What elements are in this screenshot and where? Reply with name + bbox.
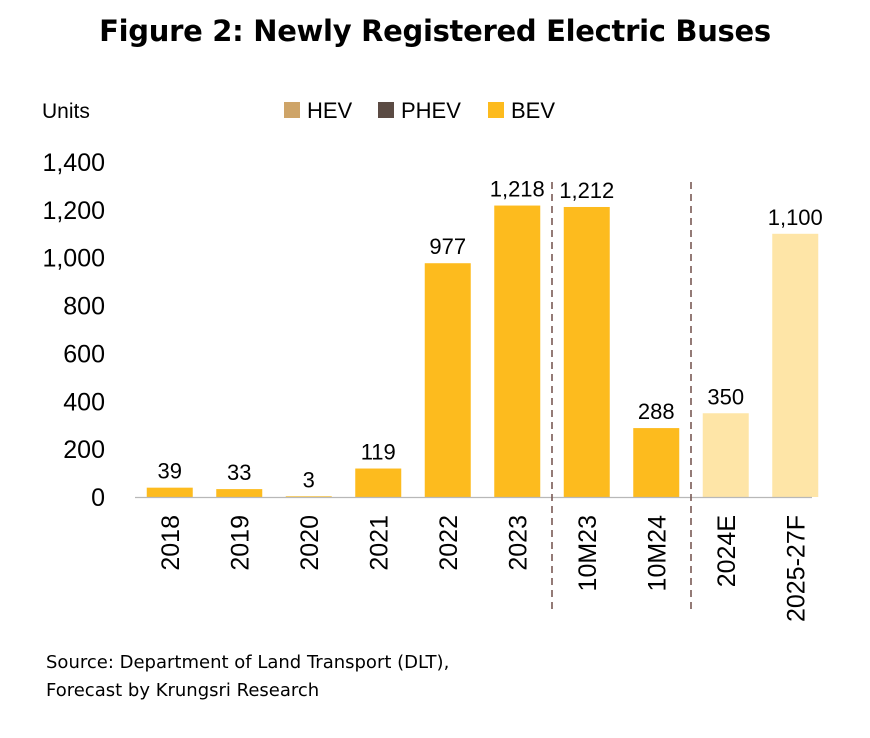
chart-title: Figure 2: Newly Registered Electric Buse… xyxy=(99,14,771,48)
x-tick-label-2019: 2019 xyxy=(226,515,254,571)
y-tick-label: 1,000 xyxy=(42,245,105,273)
data-label-10M23: 1,212 xyxy=(559,178,614,203)
x-tick-label-2023: 2023 xyxy=(504,515,532,571)
y-tick-label: 1,200 xyxy=(42,197,105,225)
legend-label-phev: PHEV xyxy=(401,98,461,123)
legend-label-hev: HEV xyxy=(307,98,353,123)
data-label-2022: 977 xyxy=(429,234,466,259)
bar-2022 xyxy=(424,263,471,497)
x-tick-label-2021: 2021 xyxy=(365,515,393,571)
bar-2021 xyxy=(355,468,402,497)
bar-10M24 xyxy=(633,428,680,497)
x-tick-label-10M23: 10M23 xyxy=(574,515,602,591)
bars xyxy=(146,205,819,498)
bar-2018 xyxy=(146,487,193,497)
bar-2020 xyxy=(285,496,332,497)
x-tick-label-2020: 2020 xyxy=(296,515,324,571)
y-tick-label: 200 xyxy=(63,436,105,464)
data-label-2025-27F: 1,100 xyxy=(768,205,823,230)
data-label-2018: 39 xyxy=(158,459,182,484)
bar-2019 xyxy=(216,489,263,497)
bar-2024E xyxy=(702,413,749,497)
bar-2025-27F xyxy=(772,233,819,498)
x-axis: 2018 2019 2020 2021 2022 2023 10M23 10M24 2024E 2… xyxy=(135,496,812,622)
y-tick-label: 400 xyxy=(63,388,105,416)
source-line-2: Forecast by Krungsri Research xyxy=(46,680,320,701)
legend-swatch-phev xyxy=(378,102,394,118)
data-label-10M24: 288 xyxy=(638,399,675,424)
legend-swatch-bev xyxy=(488,102,504,118)
y-tick-label: 600 xyxy=(63,340,105,368)
data-label-2019: 33 xyxy=(227,460,251,485)
bar-2023 xyxy=(494,205,541,498)
legend-label-bev: BEV xyxy=(511,98,555,123)
y-tick-label: 1,400 xyxy=(42,149,105,177)
legend-swatch-hev xyxy=(284,102,300,118)
x-tick-label-2024E: 2024E xyxy=(713,515,741,587)
x-tick-label-10M24: 10M24 xyxy=(643,515,671,592)
x-tick-label-2025-27F: 2025-27F xyxy=(782,515,810,622)
data-label-2020: 3 xyxy=(303,467,315,492)
data-label-2024E: 350 xyxy=(707,384,744,409)
y-axis: 0 200 400 600 800 1,000 1,200 1,400 xyxy=(42,149,105,512)
data-label-2023: 1,218 xyxy=(490,177,545,202)
y-axis-unit-label: Units xyxy=(42,100,90,123)
source-line-1: Source: Department of Land Transport (DL… xyxy=(46,652,450,673)
y-tick-label: 800 xyxy=(63,293,105,321)
x-tick-label-2018: 2018 xyxy=(157,515,185,571)
x-tick-label-2022: 2022 xyxy=(435,515,463,571)
data-label-2021: 119 xyxy=(361,440,396,465)
y-tick-label: 0 xyxy=(91,484,105,512)
bar-10M23 xyxy=(563,206,610,497)
legend: HEV PHEV BEV xyxy=(284,98,555,123)
